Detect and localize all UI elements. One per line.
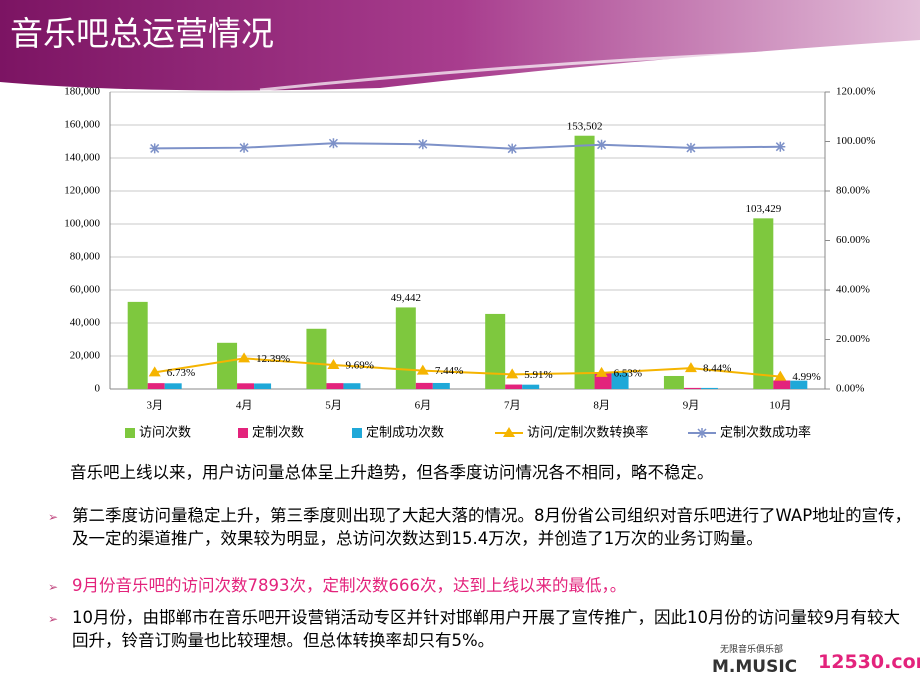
legend-swatch — [352, 428, 362, 438]
y-tick-label: 20,000 — [70, 350, 101, 362]
marker — [328, 138, 339, 149]
y-tick-label: 0 — [95, 383, 101, 395]
bullet: 9月份音乐吧的访问次数7893次，定制次数666次，达到上线以来的最低，。 — [48, 575, 912, 598]
marker — [684, 362, 697, 373]
y-tick-label: 180,000 — [64, 86, 100, 98]
bar — [700, 387, 718, 389]
y2-tick-label: 60.00% — [836, 234, 870, 246]
marker — [238, 352, 251, 363]
data-label: 6.53% — [614, 367, 642, 379]
legend-label: 访问次数 — [139, 425, 191, 441]
slide-title: 音乐吧总运营情况 — [10, 14, 274, 53]
bar — [343, 383, 361, 389]
data-label: 103,429 — [745, 203, 781, 215]
line — [154, 142, 781, 150]
bar — [522, 384, 540, 389]
bar — [574, 135, 595, 389]
bar — [127, 301, 148, 389]
y-tick-label: 40,000 — [70, 317, 101, 329]
bullet: 第二季度访问量稳定上升，第三季度则出现了大起大落的情况。8月份省公司组织对音乐吧… — [48, 505, 912, 549]
x-tick-label: 8月 — [593, 400, 610, 412]
y-tick-label: 100,000 — [64, 218, 100, 230]
marker — [149, 143, 160, 154]
y2-tick-label: 40.00% — [836, 284, 870, 296]
bar — [415, 382, 433, 389]
bar — [683, 387, 701, 389]
bar — [505, 384, 523, 389]
bar — [432, 382, 450, 389]
chart: 0 20,000 40,000 60,000 80,000 100,000 120,000 1… — [64, 86, 875, 441]
legend-label: 定制次数 — [252, 425, 304, 441]
legend-label: 定制次数成功率 — [720, 425, 811, 441]
bar — [663, 375, 684, 389]
y-tick-label: 60,000 — [70, 284, 101, 296]
marker — [774, 370, 787, 381]
line — [154, 357, 781, 378]
bar — [217, 342, 238, 389]
y-tick-label: 80,000 — [70, 251, 101, 263]
data-label: 49,442 — [391, 292, 421, 304]
x-tick-label: 4月 — [236, 400, 253, 412]
data-label: 5.91% — [524, 369, 552, 381]
data-label: 9.69% — [345, 360, 373, 372]
x-tick-label: 3月 — [146, 400, 163, 412]
y2-tick-label: 120.00% — [836, 86, 875, 98]
y-tick-label: 140,000 — [64, 152, 100, 164]
x-tick-label: 6月 — [415, 400, 432, 412]
bar — [326, 383, 344, 389]
legend-swatch — [125, 428, 135, 438]
data-label: 7.44% — [435, 365, 463, 377]
marker — [417, 139, 428, 150]
bar — [773, 380, 791, 389]
y-tick-label: 120,000 — [64, 185, 100, 197]
marker — [596, 139, 607, 150]
x-tick-label: 5月 — [325, 400, 342, 412]
bar — [254, 383, 272, 389]
data-label: 8.44% — [703, 363, 731, 375]
footer-site: 12530.com — [818, 651, 920, 673]
legend-swatch — [238, 428, 248, 438]
marker — [507, 143, 518, 154]
y-tick-label: 160,000 — [64, 119, 100, 131]
marker — [327, 359, 340, 370]
y2-tick-label: 100.00% — [836, 135, 875, 147]
bar — [306, 328, 327, 389]
x-tick-label: 10月 — [769, 400, 791, 412]
x-tick-label: 9月 — [683, 400, 700, 412]
footer-brand: M.MUSIC — [712, 657, 797, 677]
intro: 音乐吧上线以来，用户访问量总体呈上升趋势，但各季度访问情况各不相同，略不稳定。 — [70, 463, 714, 482]
x-tick-label: 7月 — [504, 400, 521, 412]
legend-marker — [697, 428, 707, 438]
legend-label: 访问/定制次数转换率 — [527, 425, 648, 441]
data-label: 12.39% — [256, 353, 290, 365]
y2-tick-label: 80.00% — [836, 185, 870, 197]
marker — [239, 142, 250, 153]
data-label: 4.99% — [792, 371, 820, 383]
data-label: 153,502 — [567, 120, 603, 132]
bar — [753, 218, 774, 389]
marker — [506, 368, 519, 379]
marker — [148, 366, 161, 377]
legend-label: 定制成功次数 — [366, 425, 444, 441]
marker — [685, 142, 696, 153]
bullet: 10月份，由邯郸市在音乐吧开设营销活动专区并针对邯郸用户开展了宣传推广，因此10… — [48, 607, 912, 651]
y2-tick-label: 20.00% — [836, 333, 870, 345]
bar — [611, 372, 629, 389]
bar — [237, 383, 255, 389]
legend-marker — [503, 427, 515, 437]
bar — [395, 307, 416, 389]
y2-tick-label: 0.00% — [836, 383, 864, 395]
marker — [595, 366, 608, 377]
bar — [147, 383, 165, 389]
marker — [775, 141, 786, 152]
bar — [790, 380, 808, 389]
bar — [485, 313, 506, 389]
marker — [416, 364, 429, 375]
bar — [164, 383, 182, 389]
data-label: 6.73% — [167, 367, 195, 379]
